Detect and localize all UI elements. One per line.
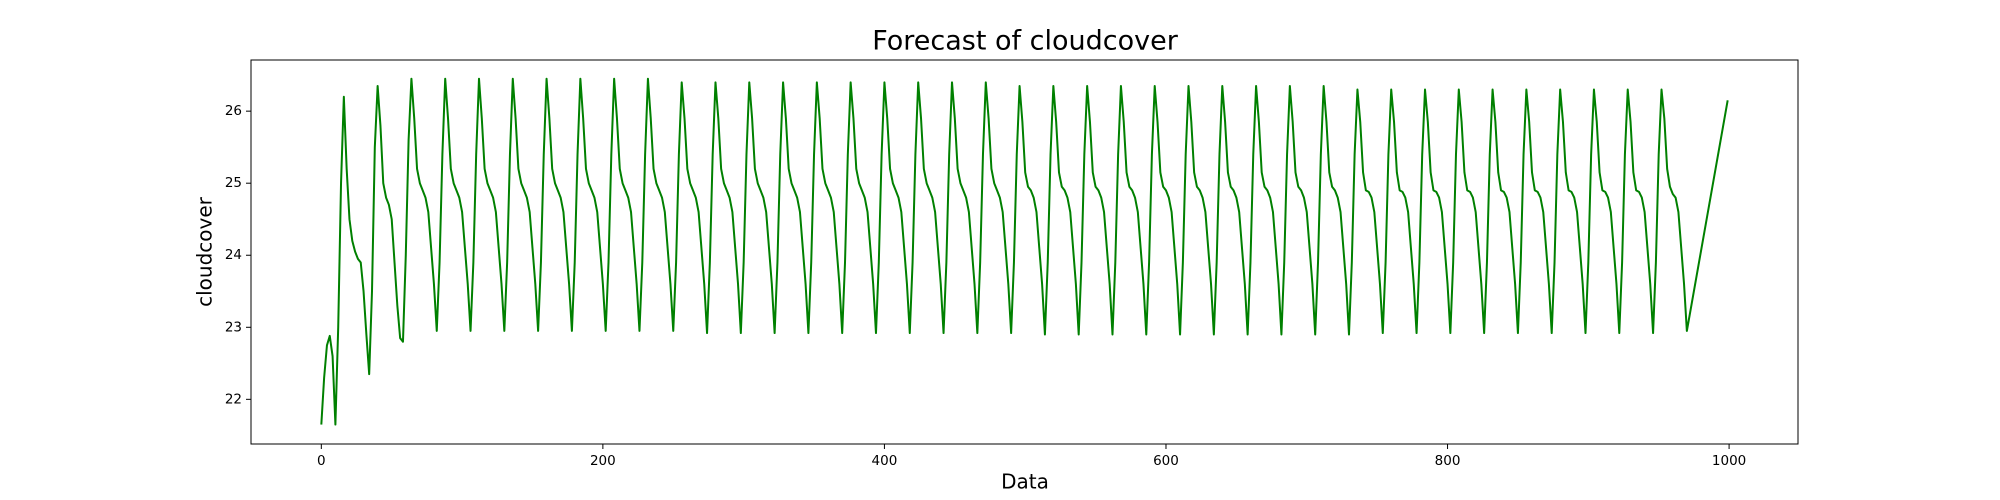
y-axis-label: cloudcover [193,196,217,307]
y-tick-label: 23 [225,319,242,335]
x-tick-label: 400 [872,453,898,469]
y-tick-label: 26 [225,103,242,119]
x-tick-label: 200 [590,453,616,469]
x-tick-label: 0 [317,453,326,469]
y-tick-label: 22 [225,391,242,407]
x-tick-label: 800 [1435,453,1461,469]
x-tick-label: 1000 [1712,453,1746,469]
x-tick-label: 600 [1153,453,1179,469]
y-tick-label: 24 [225,247,242,263]
line [320,77,1729,426]
x-axis-label: Data [1001,470,1049,494]
plot-frame [250,59,1799,445]
y-tick-label: 25 [225,175,242,191]
chart-title: Forecast of cloudcover [872,26,1179,57]
